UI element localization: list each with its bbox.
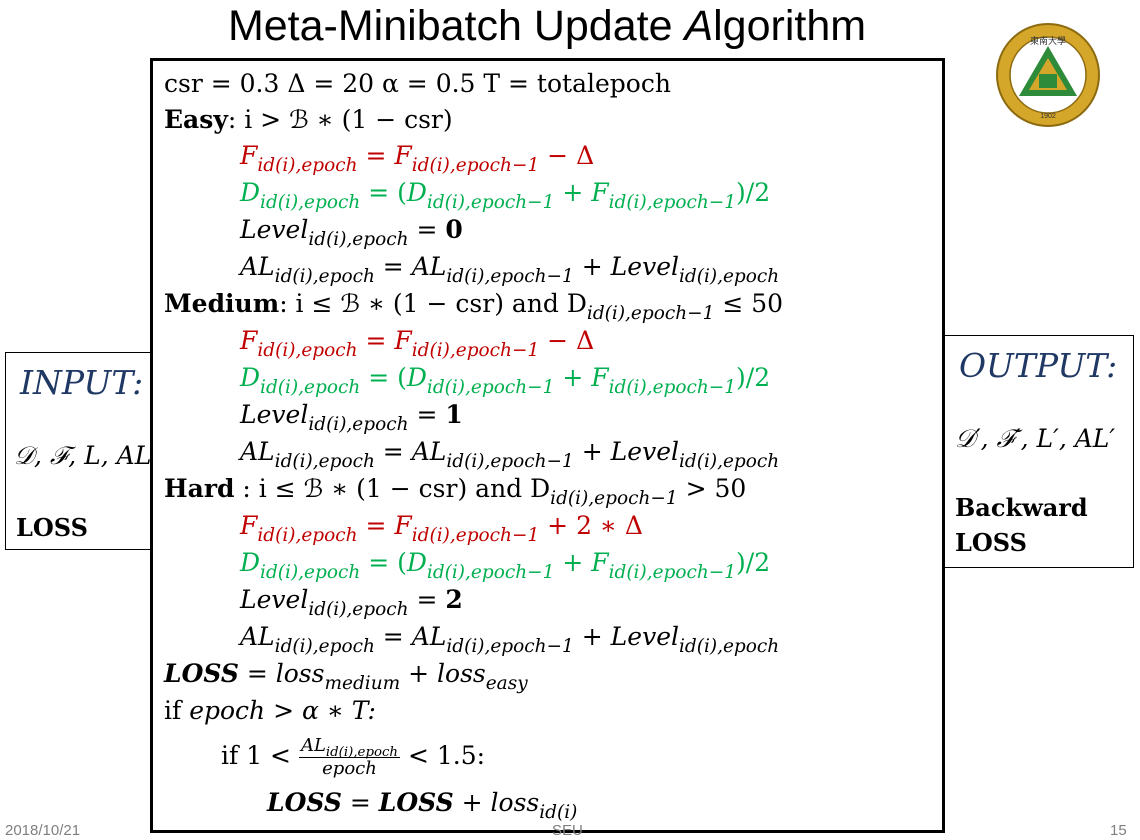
output-backward: Backward — [955, 493, 1088, 522]
easy-d-update: Did(i),epoch = (Did(i),epoch−1 + Fid(i),… — [240, 178, 771, 214]
output-title: OUTPUT: — [959, 346, 1118, 385]
easy-level: Levelid(i),epoch = 0 — [240, 215, 463, 251]
hard-al-update: ALid(i),epoch = ALid(i),epoch−1 + Leveli… — [240, 622, 780, 658]
easy-condition: Easy: i > ℬ ∗ (1 − csr) — [164, 105, 453, 134]
footer-date: 2018/10/21 — [5, 822, 81, 839]
medium-condition: Medium: i ≤ ℬ ∗ (1 − csr) and Did(i),epo… — [164, 289, 784, 325]
medium-f-update: Fid(i),epoch = Fid(i),epoch−1 − Δ — [240, 326, 595, 362]
easy-f-update: Fid(i),epoch = Fid(i),epoch−1 − Δ — [240, 141, 595, 177]
output-box: OUTPUT: 𝒟′, ℱ′, L′, AL′ Backward LOSS — [942, 335, 1134, 568]
input-title: INPUT: — [20, 363, 144, 402]
algorithm-box: csr = 0.3 Δ = 20 α = 0.5 T = totalepoch … — [150, 58, 945, 833]
hard-d-update: Did(i),epoch = (Did(i),epoch−1 + Fid(i),… — [240, 548, 771, 584]
footer-center: SEU — [552, 822, 583, 839]
output-variables: 𝒟′, ℱ′, L′, AL′ — [955, 424, 1116, 453]
input-loss: LOSS — [16, 513, 88, 542]
svg-text:1902: 1902 — [1040, 113, 1056, 120]
if-epoch-condition: if epoch > α ∗ T: — [164, 696, 376, 725]
input-variables: 𝒟, ℱ, L, AL — [14, 441, 152, 470]
svg-text:東南大學: 東南大學 — [1030, 35, 1066, 46]
ratio-fraction: ALid(i),epoch epoch — [298, 735, 401, 779]
hard-f-update: Fid(i),epoch = Fid(i),epoch−1 + 2 ∗ Δ — [240, 511, 643, 547]
loss-update: LOSS = LOSS + lossid(i) — [267, 788, 578, 824]
if-ratio-condition: if 1 < ALid(i),epoch epoch < 1.5: — [221, 735, 486, 779]
medium-level: Levelid(i),epoch = 1 — [240, 400, 463, 436]
slide-title: Meta-Minibatch Update Algorithm — [227, 2, 867, 50]
output-loss: LOSS — [955, 528, 1027, 557]
params-line: csr = 0.3 Δ = 20 α = 0.5 T = totalepoch — [164, 69, 671, 98]
university-seal-logo: 東南大學 1902 — [995, 22, 1101, 128]
hard-condition: Hard : i ≤ ℬ ∗ (1 − csr) and Did(i),epoc… — [164, 474, 747, 510]
input-box: INPUT: 𝒟, ℱ, L, AL LOSS — [5, 352, 155, 550]
medium-al-update: ALid(i),epoch = ALid(i),epoch−1 + Leveli… — [240, 437, 780, 473]
footer-page-number: 15 — [1110, 822, 1127, 839]
medium-d-update: Did(i),epoch = (Did(i),epoch−1 + Fid(i),… — [240, 363, 771, 399]
hard-level: Levelid(i),epoch = 2 — [240, 585, 463, 621]
easy-al-update: ALid(i),epoch = ALid(i),epoch−1 + Leveli… — [240, 252, 780, 288]
loss-definition: LOSS = lossmedium + losseasy — [164, 659, 528, 695]
